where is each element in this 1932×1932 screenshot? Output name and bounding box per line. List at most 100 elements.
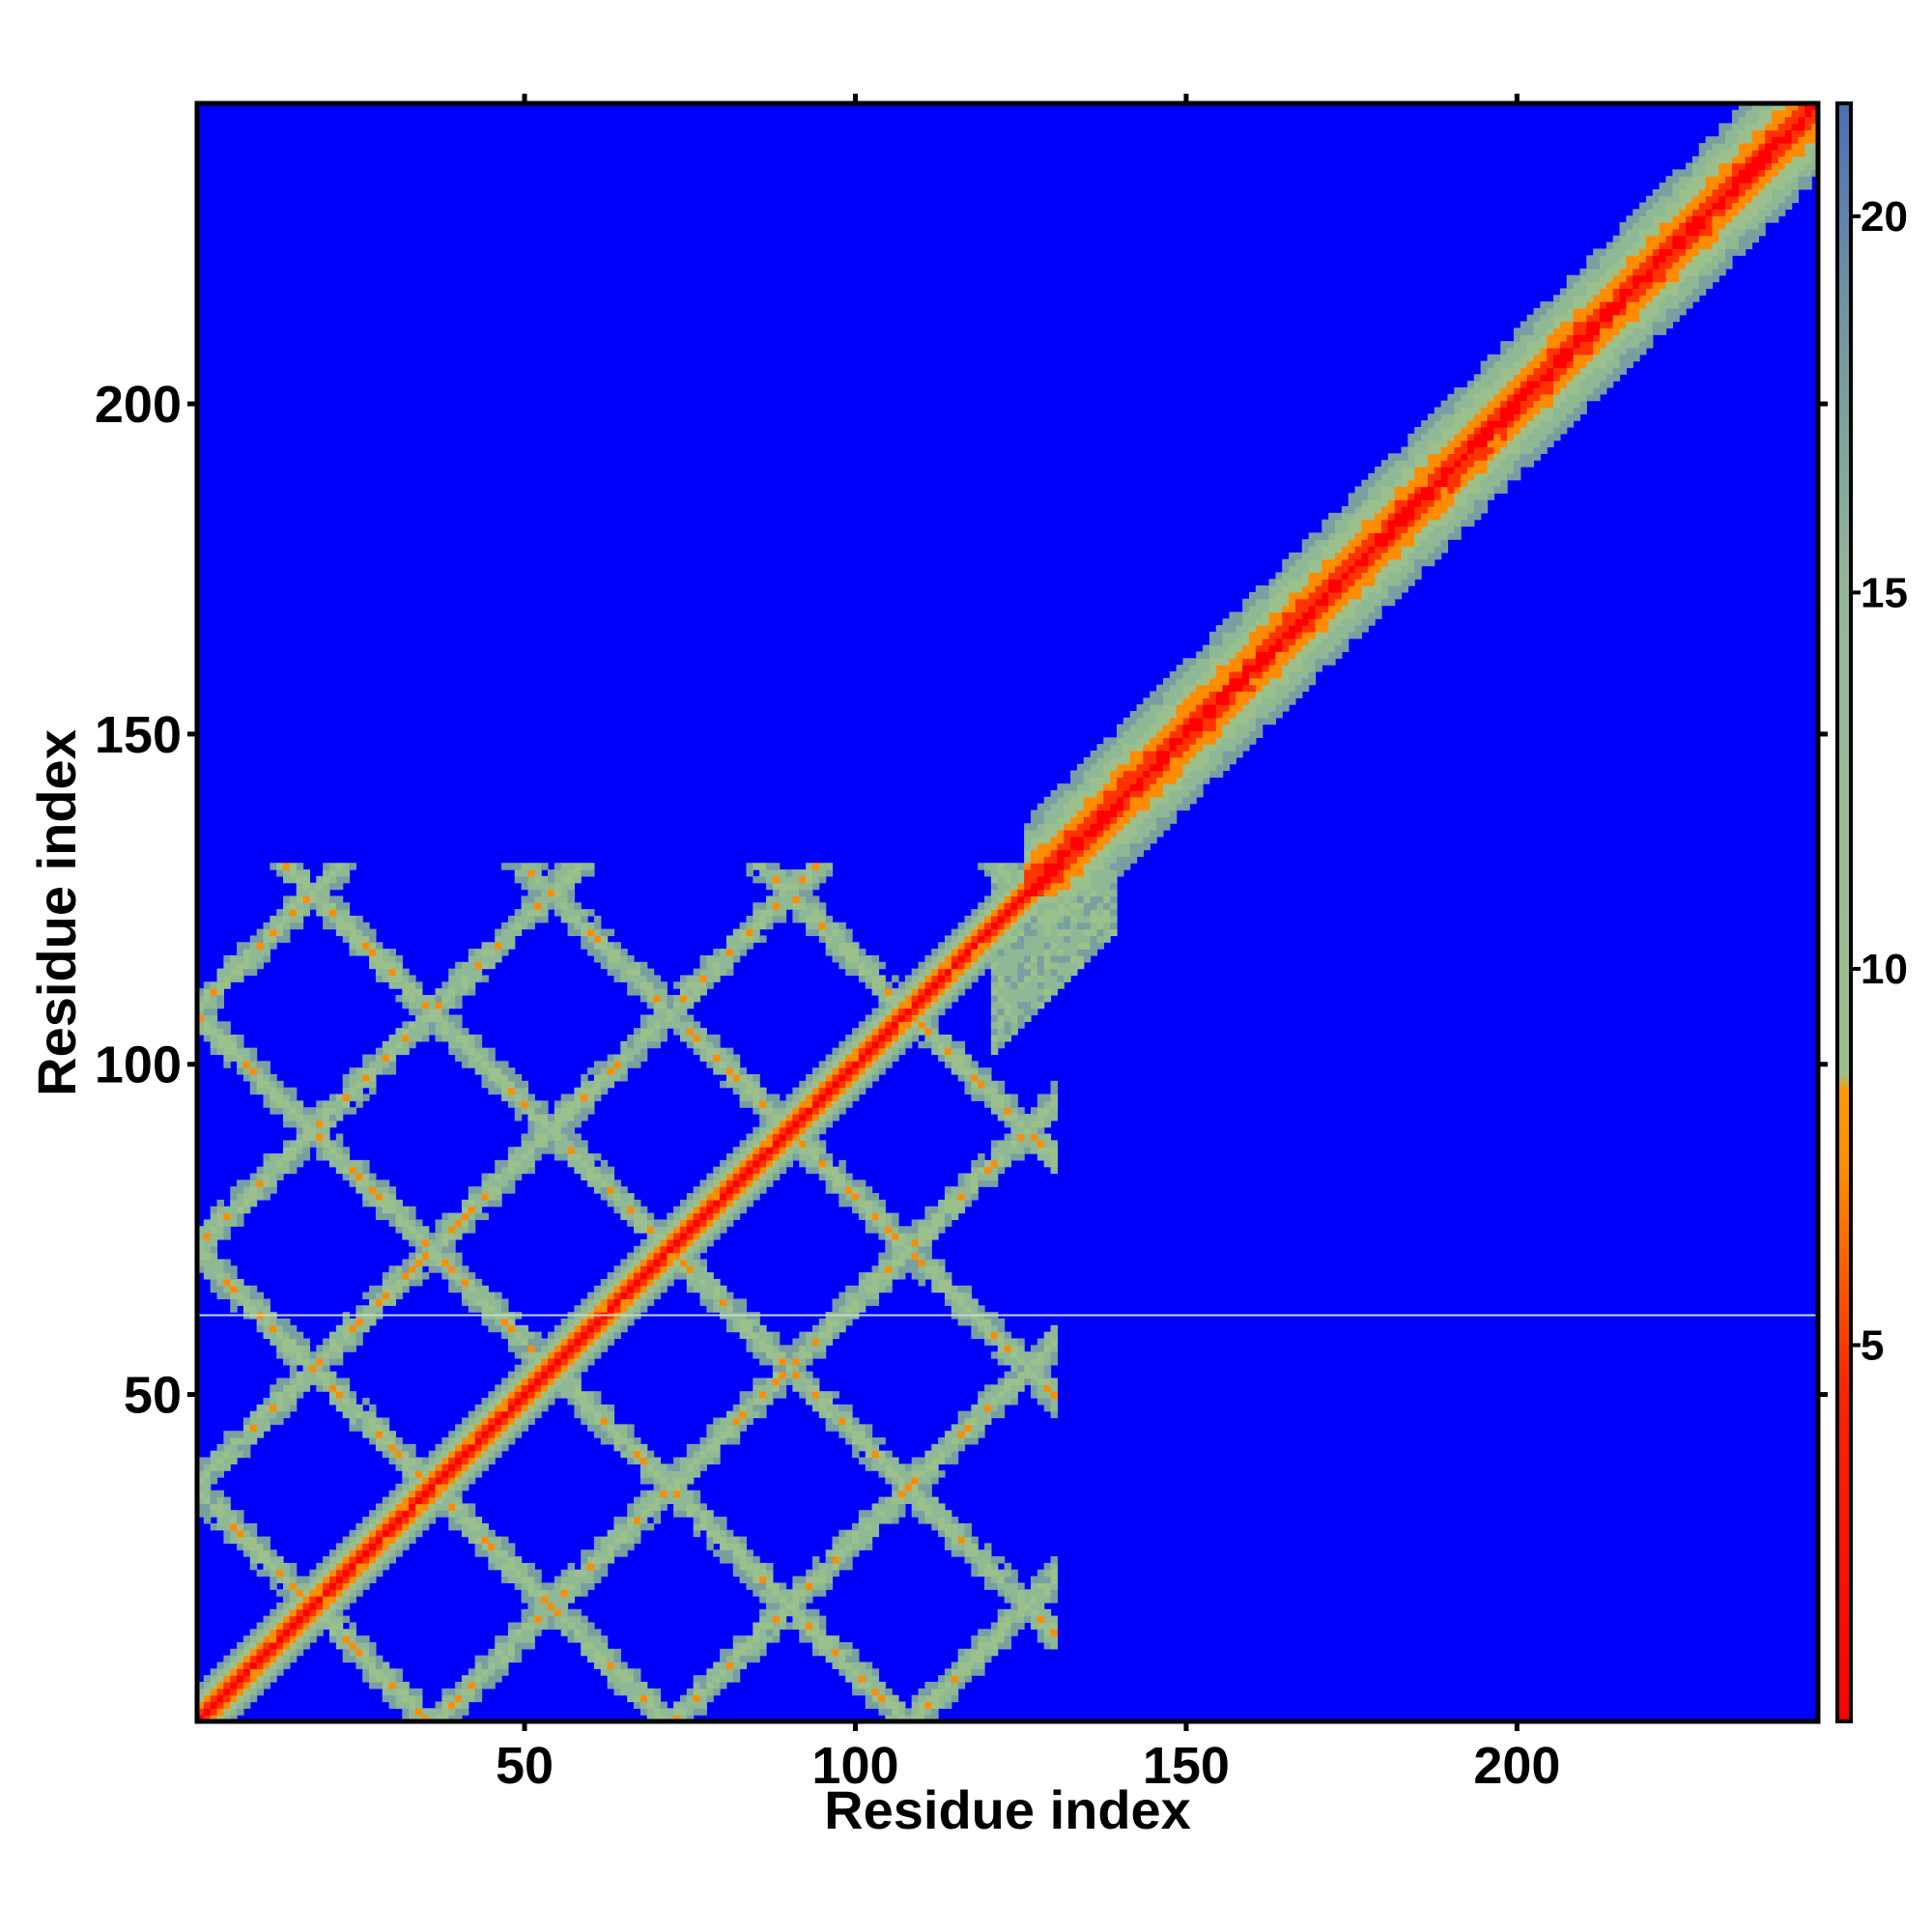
heatmap-cell	[375, 1556, 384, 1564]
heatmap-cell	[560, 1582, 569, 1590]
heatmap-cell	[646, 1694, 655, 1703]
heatmap-cell	[971, 1318, 979, 1326]
heatmap-cell	[852, 1424, 860, 1432]
heatmap-cell	[249, 1549, 258, 1557]
heatmap-cell	[581, 1615, 588, 1624]
heatmap-cell	[507, 1067, 516, 1075]
heatmap-cell	[720, 1173, 727, 1180]
heatmap-cell	[527, 882, 535, 891]
heatmap-cell	[521, 1569, 529, 1577]
heatmap-cell	[706, 1694, 714, 1703]
heatmap-cell	[468, 968, 476, 977]
heatmap-cell	[634, 1047, 641, 1056]
heatmap-cell	[832, 1562, 839, 1571]
heatmap-cell	[693, 1245, 701, 1254]
heatmap-cell	[746, 1410, 753, 1419]
heatmap-cell	[448, 1233, 456, 1240]
heatmap-cell	[938, 1265, 946, 1273]
heatmap-cell	[441, 1477, 449, 1485]
heatmap-cell	[944, 1675, 952, 1683]
heatmap-cell	[600, 1641, 609, 1650]
heatmap-cell	[746, 1140, 753, 1148]
heatmap-cell	[852, 1193, 860, 1201]
heatmap-cell	[620, 1688, 628, 1696]
heatmap-cell	[302, 1107, 311, 1115]
heatmap-cell	[335, 1345, 344, 1352]
heatmap-cell	[547, 1589, 555, 1597]
heatmap-cell	[811, 1615, 820, 1624]
heatmap-cell	[753, 1324, 760, 1333]
heatmap-cell	[455, 1522, 463, 1531]
heatmap-cell	[581, 1338, 588, 1346]
heatmap-cell	[409, 1265, 416, 1273]
heatmap-cell	[388, 949, 397, 956]
heatmap-cell	[713, 975, 721, 982]
heatmap-cell	[646, 1503, 655, 1511]
heatmap-cell	[811, 1067, 820, 1075]
heatmap-cell	[468, 1054, 476, 1062]
heatmap-cell	[753, 1404, 760, 1412]
heatmap-cell	[283, 1378, 291, 1385]
heatmap-cell	[309, 1378, 317, 1385]
heatmap-cell	[911, 1496, 920, 1504]
heatmap-cell	[779, 1153, 787, 1161]
heatmap-cell	[428, 1470, 437, 1478]
heatmap-cell	[441, 1252, 449, 1261]
heatmap-cell	[230, 1662, 238, 1669]
heatmap-cell	[878, 981, 886, 989]
heatmap-cell	[276, 1318, 284, 1326]
heatmap-cell	[481, 1292, 489, 1300]
heatmap-cell	[270, 1675, 277, 1683]
heatmap-cell	[237, 1047, 244, 1056]
heatmap-cell	[415, 1245, 423, 1254]
heatmap-cell	[924, 1259, 932, 1266]
heatmap-cell	[375, 1529, 384, 1538]
heatmap-cell	[865, 1272, 873, 1280]
heatmap-cell	[521, 909, 529, 917]
heatmap-cell	[653, 1477, 662, 1485]
heatmap-cell	[885, 1701, 893, 1709]
heatmap-cell	[653, 975, 662, 982]
heatmap-cell	[699, 1054, 707, 1062]
heatmap-cell	[858, 1457, 867, 1464]
heatmap-cell	[600, 1437, 609, 1445]
heatmap-cell	[474, 1522, 483, 1531]
heatmap-cell	[838, 949, 846, 956]
heatmap-cell	[832, 1054, 839, 1062]
heatmap-cell	[468, 954, 476, 963]
heatmap-cell	[223, 981, 231, 989]
heatmap-cell	[679, 1001, 688, 1009]
heatmap-cell	[653, 1219, 662, 1227]
heatmap-cell	[388, 1219, 397, 1227]
heatmap-cell	[978, 1562, 985, 1571]
heatmap-cell	[362, 1517, 370, 1524]
heatmap-cell	[693, 1047, 701, 1056]
heatmap-cell	[270, 1562, 277, 1571]
heatmap-cell	[441, 1688, 449, 1696]
heatmap-cell	[957, 1522, 966, 1531]
heatmap-cell	[514, 1080, 523, 1089]
heatmap-cell	[924, 1206, 932, 1214]
heatmap-cell	[249, 1074, 258, 1082]
heatmap-cell	[488, 1173, 496, 1180]
heatmap-cell	[931, 1028, 939, 1036]
heatmap-cell	[713, 1522, 721, 1531]
heatmap-cell	[897, 1021, 906, 1029]
heatmap-cell	[871, 1529, 880, 1538]
heatmap-cell	[197, 1701, 205, 1709]
heatmap-cell	[653, 1463, 662, 1471]
heatmap-cell	[197, 1008, 205, 1016]
heatmap-cell	[627, 1054, 635, 1062]
heatmap-cell	[911, 1008, 920, 1016]
heatmap-cell	[978, 1318, 985, 1326]
heatmap-cell	[753, 909, 760, 917]
heatmap-cell	[369, 1437, 377, 1445]
heatmap-cell	[971, 1087, 979, 1095]
heatmap-cell	[567, 1608, 575, 1617]
heatmap-cell	[964, 1292, 972, 1300]
heatmap-cell	[316, 1364, 324, 1373]
heatmap-cell	[620, 1272, 628, 1280]
heatmap-cell	[964, 954, 972, 963]
heatmap-cell	[858, 1206, 867, 1214]
heatmap-cell	[203, 1219, 212, 1227]
